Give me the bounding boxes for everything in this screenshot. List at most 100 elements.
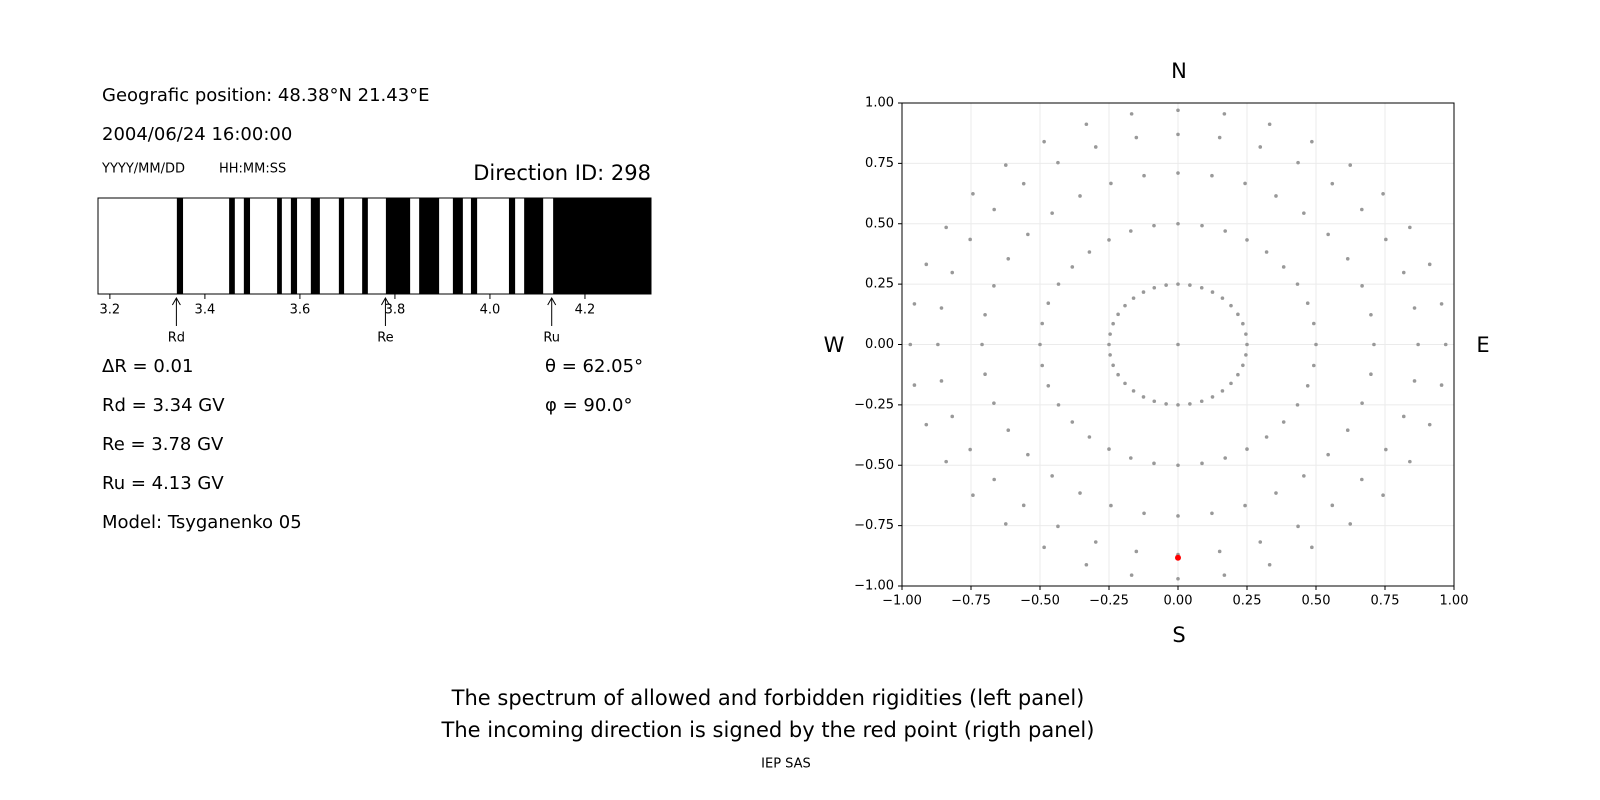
point	[1026, 452, 1030, 457]
point	[924, 262, 929, 267]
point	[1056, 403, 1061, 407]
point	[1006, 256, 1011, 261]
point	[1131, 389, 1136, 393]
forbidden-band	[470, 198, 478, 294]
point	[1176, 171, 1180, 175]
y-tick-label: 1.00	[865, 96, 894, 111]
re: Re = 3.78 GV	[102, 434, 224, 455]
point	[1330, 181, 1335, 186]
point	[1006, 428, 1011, 433]
point	[1245, 342, 1249, 347]
point	[1123, 303, 1127, 308]
point	[1142, 511, 1146, 516]
point	[1274, 491, 1278, 495]
point	[1241, 321, 1245, 326]
point	[1302, 474, 1306, 478]
point	[1108, 332, 1112, 336]
compass-s: S	[1172, 623, 1185, 647]
point	[1176, 221, 1180, 226]
point	[936, 342, 940, 347]
y-tick-label: −0.75	[854, 518, 894, 533]
point	[924, 422, 929, 427]
point	[1176, 463, 1180, 468]
point	[992, 207, 996, 212]
point	[1229, 303, 1233, 308]
point	[939, 306, 944, 310]
time-format: HH:MM:SS	[219, 162, 286, 177]
scatter-frame	[901, 102, 1455, 587]
arrow-head	[171, 296, 181, 306]
point	[1210, 395, 1215, 399]
y-tick-label: 0.25	[865, 277, 894, 292]
point	[1295, 282, 1300, 286]
point	[1408, 225, 1412, 230]
point	[1176, 576, 1180, 581]
point	[1311, 321, 1316, 326]
point	[1070, 265, 1075, 269]
theta: θ = 62.05°	[545, 356, 643, 377]
point	[1176, 514, 1180, 518]
point	[912, 302, 917, 306]
point	[1412, 306, 1417, 310]
point	[1326, 232, 1330, 237]
point	[1134, 549, 1139, 554]
point	[1038, 342, 1042, 347]
point	[1199, 399, 1204, 404]
forbidden-band	[176, 198, 184, 294]
y-tick-label: −0.50	[854, 458, 894, 473]
point	[1131, 296, 1136, 300]
x-tick-label: −0.75	[951, 594, 991, 609]
point	[1056, 160, 1060, 165]
direction-id: Direction ID: 298	[473, 161, 651, 185]
point	[1176, 132, 1180, 137]
point	[971, 493, 975, 497]
point	[1050, 211, 1054, 215]
point	[1416, 342, 1420, 347]
point	[1003, 163, 1008, 167]
marker-label: Ru	[543, 331, 560, 346]
point	[1220, 296, 1225, 300]
model: Model: Tsyganenko 05	[102, 512, 302, 533]
point	[1314, 342, 1318, 347]
x-tick-label: 3.6	[290, 303, 311, 318]
x-tick-label: −0.50	[1020, 594, 1060, 609]
point	[1111, 321, 1115, 326]
point	[1243, 181, 1247, 186]
forbidden-band	[338, 198, 345, 294]
point	[1210, 290, 1215, 294]
y-tick-label: 0.00	[865, 337, 894, 352]
point	[1042, 545, 1046, 550]
ru: Ru = 4.13 GV	[102, 473, 224, 494]
point	[1310, 139, 1314, 144]
point	[1443, 342, 1448, 347]
point	[1381, 493, 1385, 497]
forbidden-band	[419, 198, 440, 294]
point	[1142, 173, 1146, 178]
x-tick-label: 3.2	[100, 303, 121, 318]
point	[1200, 223, 1204, 228]
point	[1360, 284, 1364, 288]
marker-label: Re	[377, 331, 393, 346]
point	[1217, 549, 1222, 554]
x-tick-label: 0.25	[1233, 594, 1262, 609]
point	[1384, 237, 1388, 242]
point	[983, 312, 987, 317]
forbidden-band	[277, 198, 282, 294]
point	[1264, 435, 1269, 439]
point	[1427, 422, 1432, 427]
point	[992, 477, 996, 482]
point	[1220, 389, 1225, 393]
point	[950, 414, 955, 419]
datetime: 2004/06/24 16:00:00	[102, 124, 292, 145]
point	[1152, 285, 1157, 290]
point	[1176, 108, 1180, 113]
arrow-head	[380, 296, 390, 306]
forbidden-band	[452, 198, 463, 294]
spectrum-frame	[97, 197, 652, 295]
point	[1070, 420, 1075, 424]
point	[1141, 395, 1146, 399]
point	[950, 270, 955, 275]
point	[1222, 573, 1227, 577]
point	[1129, 112, 1134, 116]
